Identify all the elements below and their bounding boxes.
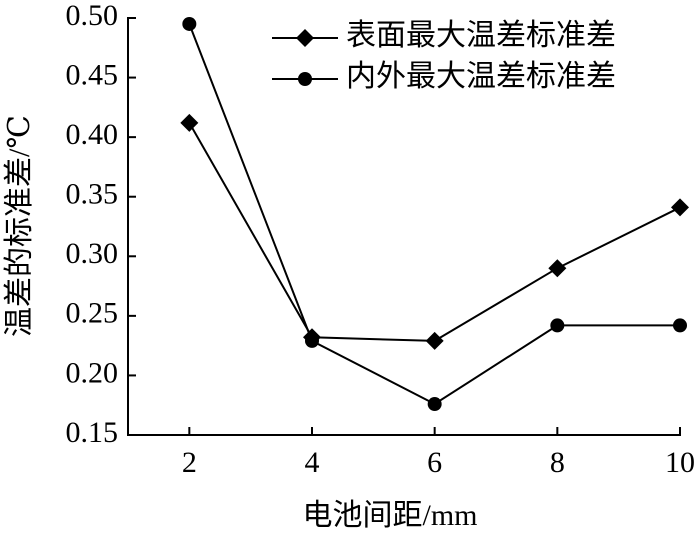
x-tick-label: 10 (665, 446, 695, 479)
circle-marker (298, 72, 312, 86)
y-tick-label: 0.25 (66, 297, 119, 330)
circle-marker (182, 16, 197, 31)
circle-marker (305, 333, 319, 348)
legend-label: 内外最大温差标准差 (346, 60, 616, 93)
diamond-marker (548, 259, 567, 278)
series-line (188, 122, 681, 342)
y-tick-label: 0.15 (66, 416, 119, 449)
diamond-marker (180, 113, 199, 132)
y-tick-label: 0.35 (66, 178, 119, 211)
diamond-marker (671, 198, 689, 217)
x-tick-label: 8 (550, 446, 565, 479)
circle-marker (427, 397, 442, 412)
x-tick-label: 4 (305, 446, 320, 479)
x-axis-label: 电池间距/mm (302, 499, 477, 532)
circle-marker (673, 318, 687, 333)
y-tick-label: 0.20 (66, 356, 119, 389)
y-tick-label: 0.40 (66, 118, 119, 151)
y-tick-label: 0.30 (66, 237, 119, 270)
legend-label: 表面最大温差标准差 (346, 19, 616, 52)
x-tick-label: 2 (182, 446, 197, 479)
y-axis-label: 温差的标准差/℃ (3, 115, 36, 337)
y-tick-label: 0.45 (66, 58, 119, 91)
diamond-marker (296, 29, 314, 47)
circle-marker (550, 318, 565, 333)
diamond-marker (425, 331, 444, 350)
y-tick-label: 0.50 (66, 0, 119, 32)
x-tick-label: 6 (427, 446, 442, 479)
